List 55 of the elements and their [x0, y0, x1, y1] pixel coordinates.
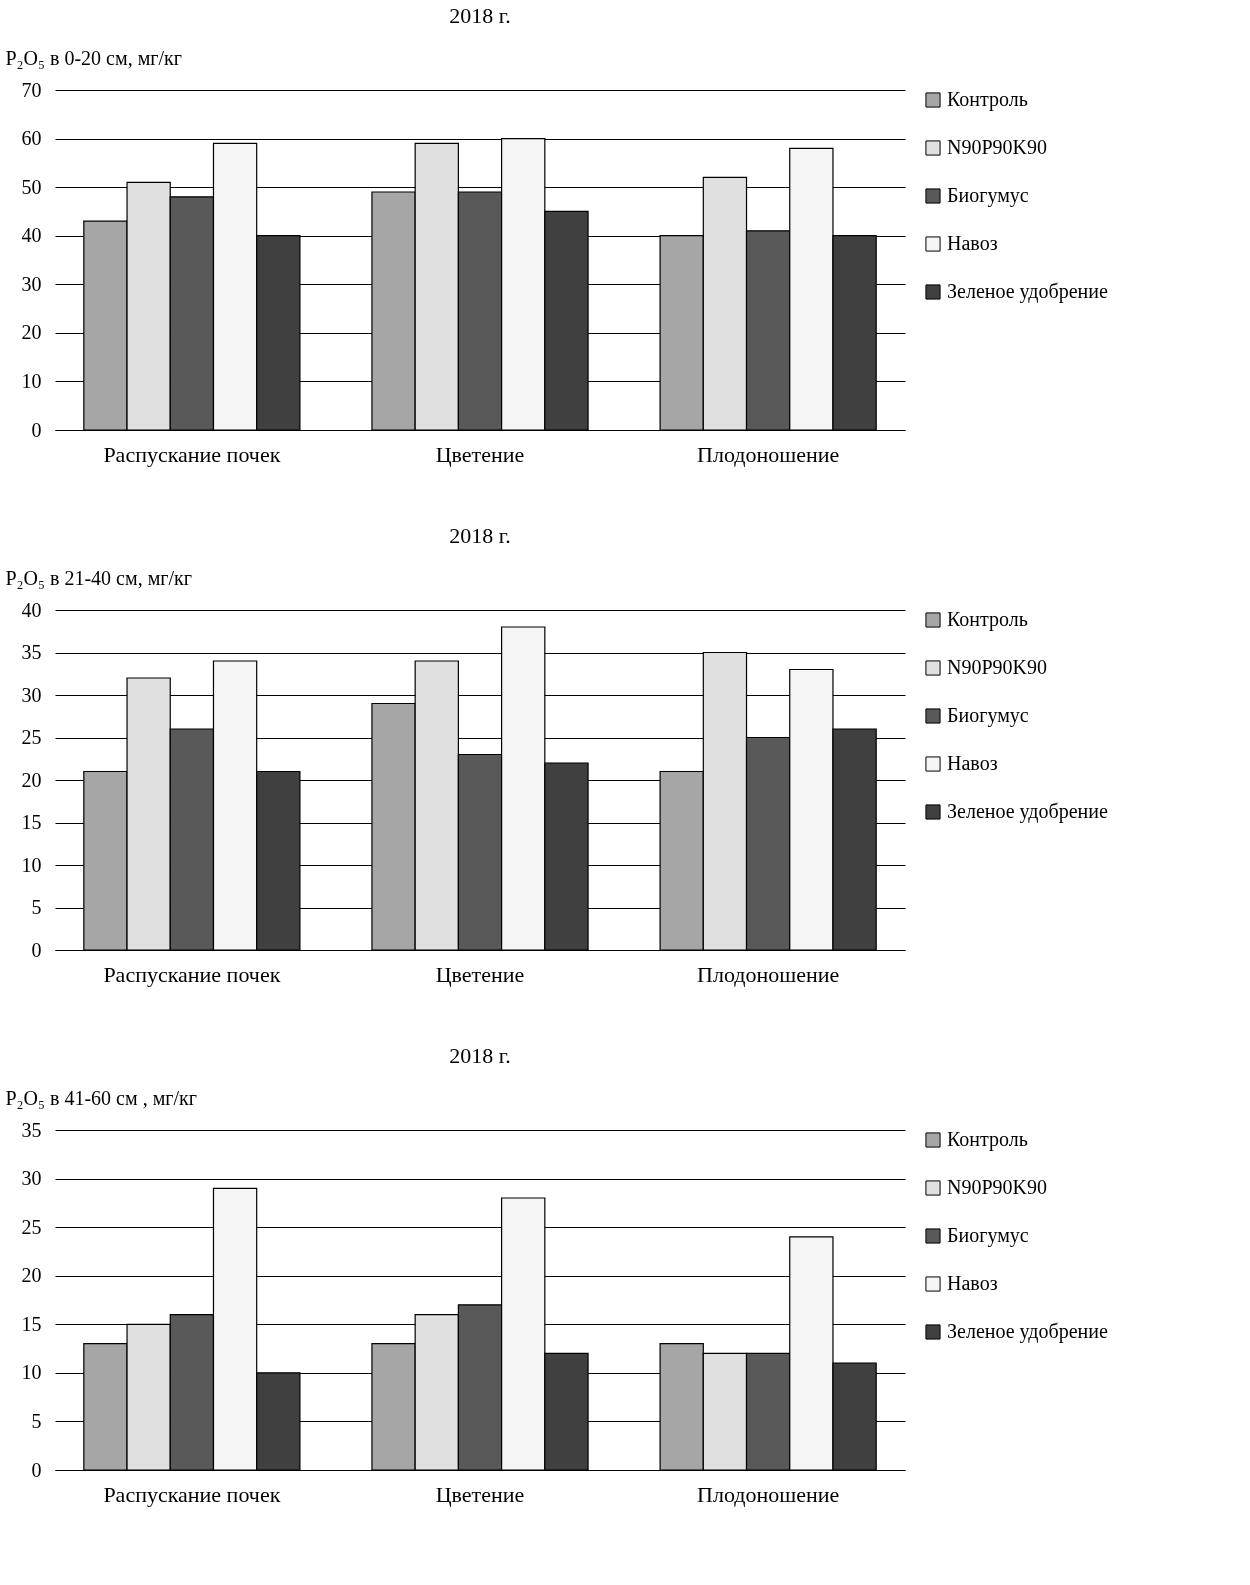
y-tick-label: 25	[21, 726, 42, 748]
x-tick-label: Плодоношение	[697, 441, 840, 467]
legend-label: N90P90K90	[947, 136, 1048, 158]
y-tick-label: 50	[21, 175, 42, 198]
y-tick-label: 40	[21, 598, 42, 621]
y-tick-label: 20	[21, 1264, 42, 1287]
x-tick-label: Распускание почек	[103, 1481, 281, 1507]
y-tick-label: 0	[31, 938, 42, 961]
y-tick-label: 5	[31, 896, 42, 918]
x-tick-label: Распускание почек	[103, 441, 281, 467]
legend-label: Контроль	[947, 1128, 1028, 1151]
legend-label: Навоз	[947, 752, 998, 774]
y-tick-label: 60	[21, 127, 42, 150]
legend-label: Навоз	[947, 1272, 998, 1294]
y-tick-label: 30	[21, 683, 42, 706]
y-tick-label: 0	[31, 1458, 42, 1481]
y-tick-label: 10	[21, 853, 42, 876]
legend-label: Зеленое удобрение	[947, 280, 1108, 303]
y-tick-label: 5	[31, 1409, 42, 1432]
y-tick-label: 25	[21, 1215, 42, 1238]
x-tick-label: Цветение	[435, 961, 525, 987]
y-tick-label: 40	[21, 224, 42, 247]
y-tick-label: 30	[21, 1167, 42, 1190]
y-tick-label: 35	[21, 641, 42, 663]
y-tick-label: 70	[21, 78, 42, 101]
y-tick-label: 10	[21, 1361, 42, 1384]
legend-label: Контроль	[947, 608, 1028, 631]
legend-label: Контроль	[947, 88, 1028, 111]
x-tick-label: Плодоношение	[697, 1481, 840, 1507]
y-axis-title: P₂O₅ в 21-40 см, мг/кг	[5, 566, 192, 589]
x-tick-label: Цветение	[435, 1481, 525, 1507]
legend-label: N90P90K90	[947, 1176, 1048, 1198]
y-axis-title: P₂O₅ в 0-20 см, мг/кг	[5, 46, 182, 69]
legend-label: Биогумус	[947, 1224, 1029, 1247]
y-tick-label: 20	[21, 768, 42, 791]
legend-label: Навоз	[947, 232, 998, 254]
y-tick-label: 30	[21, 272, 42, 295]
legend-label: Биогумус	[947, 704, 1029, 727]
y-tick-label: 20	[21, 321, 42, 344]
legend-label: Зеленое удобрение	[947, 800, 1108, 823]
chart-title: 2018 г.	[449, 523, 511, 548]
y-axis-title: P₂O₅ в 41-60 см , мг/кг	[5, 1086, 197, 1109]
y-tick-label: 15	[21, 1312, 42, 1335]
legend-label: Зеленое удобрение	[947, 1320, 1108, 1343]
x-tick-label: Распускание почек	[103, 961, 281, 987]
x-tick-label: Цветение	[435, 441, 525, 467]
y-tick-label: 10	[21, 369, 42, 392]
chart-title: 2018 г.	[449, 1043, 511, 1068]
legend-label: Биогумус	[947, 184, 1029, 207]
chart-title: 2018 г.	[449, 3, 511, 28]
y-tick-label: 35	[21, 1118, 42, 1141]
x-tick-label: Плодоношение	[697, 961, 840, 987]
y-tick-label: 15	[21, 811, 42, 833]
legend-label: N90P90K90	[947, 656, 1048, 678]
y-tick-label: 0	[31, 418, 42, 441]
